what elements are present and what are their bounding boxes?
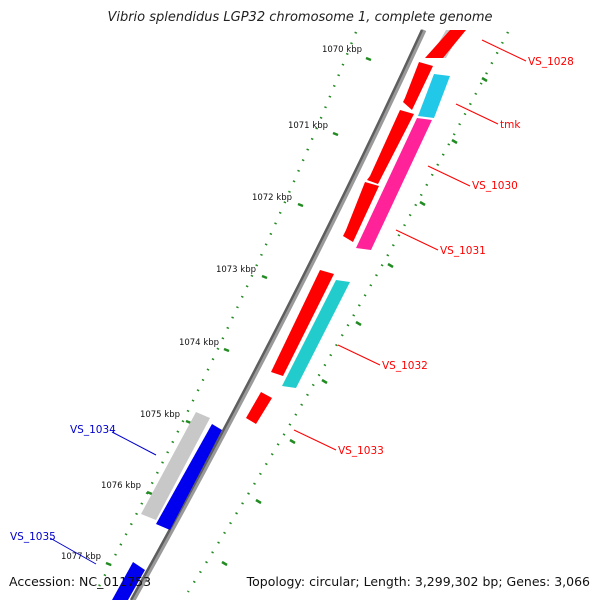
tick-label: 1071 kbp — [288, 121, 328, 131]
major-tick — [355, 320, 362, 327]
feature-vs1031 — [343, 182, 379, 242]
major-tick — [481, 76, 488, 83]
feature-vs1034-cog — [156, 424, 222, 530]
leader-vs1034 — [111, 431, 157, 456]
gene-label-vs1034[interactable]: VS_1034 — [70, 424, 116, 436]
tick-label: 1073 kbp — [216, 265, 256, 275]
gene-label-vs1030[interactable]: VS_1030 — [472, 180, 518, 192]
major-tick — [105, 561, 112, 567]
major-tick — [387, 262, 394, 269]
feature-vs1034 — [141, 412, 210, 520]
major-tick — [223, 347, 230, 353]
tick-label: 1074 kbp — [179, 338, 219, 348]
gene-label-vs1028[interactable]: VS_1028 — [528, 56, 574, 68]
tick-track-outer — [94, 31, 358, 593]
major-tick — [221, 560, 228, 567]
leader-vs1032 — [337, 344, 381, 366]
feature-vs1030-cog — [356, 118, 432, 250]
gene-label-vs1035[interactable]: VS_1035 — [10, 531, 56, 543]
major-tick — [255, 498, 262, 505]
tick-label: 1077 kbp — [61, 552, 101, 562]
major-tick — [332, 131, 339, 137]
major-tick — [289, 438, 296, 445]
leader-vs1031 — [395, 229, 439, 251]
gene-label-vs1031[interactable]: VS_1031 — [440, 245, 486, 257]
feature-vs1033 — [246, 392, 272, 424]
gene-label-tmk[interactable]: tmk — [500, 119, 521, 131]
tick-label: 1075 kbp — [140, 410, 180, 420]
accession-text: Accession: NC_011753 — [9, 574, 152, 589]
major-tick — [321, 378, 328, 385]
map-title: Vibrio splendidus LGP32 chromosome 1, co… — [107, 10, 493, 25]
tick-marks — [105, 56, 488, 567]
major-tick — [419, 200, 426, 207]
genome-summary-text: Topology: circular; Length: 3,299,302 bp… — [246, 574, 590, 589]
major-tick — [146, 490, 153, 496]
tick-labels: 1070 kbp 1071 kbp 1072 kbp 1073 kbp 1074 kbp… — [61, 45, 362, 562]
tick-label: 1076 kbp — [101, 481, 141, 491]
tick-track-inner — [186, 31, 510, 593]
major-tick — [261, 274, 268, 280]
gene-label-vs1032[interactable]: VS_1032 — [382, 360, 428, 372]
leader-tmk — [455, 103, 499, 125]
leader-vs1030 — [427, 165, 471, 187]
feature-vs1028 — [425, 30, 466, 58]
leader-vs1033 — [293, 429, 337, 451]
feature-tmk-cog — [418, 74, 450, 118]
feature-vs1035 — [112, 562, 145, 600]
feature-vs1032 — [271, 270, 334, 376]
major-tick — [365, 56, 372, 62]
leader-vs1028 — [481, 39, 527, 62]
major-tick — [185, 419, 192, 425]
gene-label-vs1033[interactable]: VS_1033 — [338, 445, 384, 457]
leader-vs1035 — [49, 537, 97, 565]
feature-vs1032-cog — [282, 280, 350, 388]
major-tick — [297, 202, 304, 208]
tick-label: 1070 kbp — [322, 45, 362, 55]
tick-label: 1072 kbp — [252, 193, 292, 203]
major-tick — [451, 138, 458, 145]
feature-tmk — [403, 62, 433, 110]
feature-vs1030 — [367, 110, 414, 184]
backbone-shadow — [130, 28, 427, 600]
